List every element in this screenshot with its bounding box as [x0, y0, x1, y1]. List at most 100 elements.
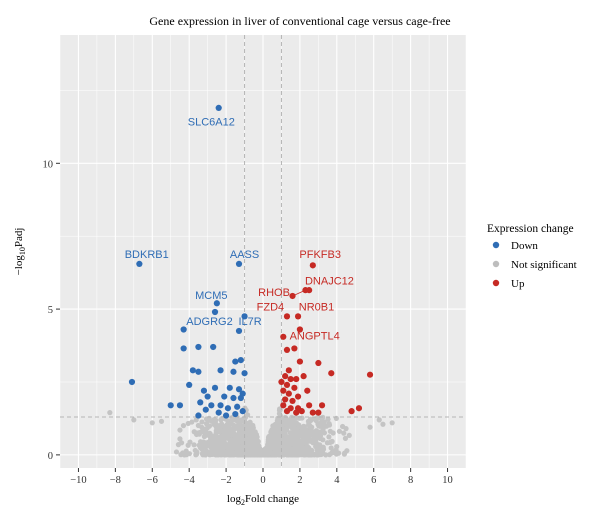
ns-point: [288, 423, 294, 430]
point-down: [211, 308, 219, 316]
ns-point: [173, 449, 180, 455]
ns-point: [336, 428, 343, 434]
ns-point: [279, 416, 285, 422]
ns-point: [197, 439, 204, 445]
gene-labels: SLC6A12 BDKRB1 AASS MCM5 ADGRG2 IL7R PFKFB3 DNA…: [125, 116, 354, 342]
ns-point: [293, 420, 299, 426]
x-tick-label: −6: [147, 475, 158, 486]
ns-point: [192, 447, 198, 454]
ns-point: [207, 432, 213, 438]
point-down: [222, 412, 230, 419]
point-up: [283, 408, 291, 415]
y-tick-label: 5: [48, 305, 53, 316]
ns-point: [226, 422, 232, 428]
ns-point: [247, 421, 253, 427]
point-up: [315, 409, 322, 416]
ns-point: [333, 451, 340, 457]
ns-point: [342, 435, 349, 441]
point-up: [294, 393, 302, 400]
ns-point: [241, 438, 247, 444]
point-up: [296, 326, 304, 333]
x-tick-label: 10: [442, 475, 453, 486]
point-down: [215, 104, 222, 111]
ns-point: [315, 446, 321, 452]
ns-point: [283, 437, 289, 443]
point-up: [287, 375, 294, 383]
ns-point: [260, 451, 266, 457]
point-up: [282, 396, 289, 403]
legend-swatch-down: [492, 241, 500, 249]
ns-point: [271, 439, 278, 445]
point-up: [291, 345, 298, 352]
point-up: [300, 373, 307, 380]
ns-point: [230, 417, 236, 423]
ns-point: [297, 433, 303, 439]
point-down: [210, 343, 217, 351]
gene-label: RHOB: [258, 287, 290, 299]
x-tick-label: 0: [260, 475, 265, 486]
ns-point: [380, 421, 386, 427]
legend-label-down: Down: [511, 240, 538, 252]
point-down: [195, 412, 202, 419]
ns-point: [203, 443, 209, 450]
point-down: [136, 260, 143, 267]
ns-point: [206, 417, 213, 423]
point-up: [328, 370, 335, 377]
ns-point: [330, 430, 336, 436]
point-up: [309, 409, 316, 416]
ns-point: [265, 438, 271, 445]
point-down: [239, 408, 246, 415]
ns-point: [346, 432, 352, 438]
ns-point: [245, 445, 251, 451]
ns-point: [218, 445, 224, 451]
ns-point: [244, 412, 251, 418]
point-down: [235, 260, 243, 267]
point-down: [202, 406, 209, 413]
ns-point: [316, 423, 322, 429]
ns-point: [298, 429, 304, 435]
ns-point: [107, 409, 113, 416]
point-down: [221, 393, 228, 400]
ns-point: [317, 415, 323, 421]
ns-point: [302, 428, 309, 434]
ns-point: [199, 424, 205, 431]
point-down: [232, 358, 239, 365]
ns-point: [341, 430, 347, 436]
point-down: [224, 405, 232, 412]
ns-point: [313, 431, 319, 437]
gene-label: MCM5: [195, 290, 227, 302]
point-up: [304, 387, 311, 394]
point-down: [226, 384, 233, 391]
gene-label: PFKFB3: [299, 249, 341, 261]
legend: Expression change Down Not significant U…: [487, 223, 577, 290]
ns-point: [230, 451, 236, 457]
legend-title: Expression change: [487, 223, 574, 235]
ns-point: [268, 431, 274, 438]
point-down: [186, 381, 193, 388]
ns-point: [343, 426, 349, 432]
ns-point: [389, 420, 395, 426]
ns-point: [298, 440, 305, 446]
point-up: [315, 359, 322, 367]
ns-point: [212, 448, 218, 455]
ns-point: [283, 420, 289, 426]
ns-point: [320, 446, 327, 452]
legend-label-up: Up: [511, 278, 525, 290]
ns-point: [245, 426, 251, 432]
ns-point: [367, 424, 373, 430]
y-axis-label-rest: Padj: [13, 228, 25, 248]
point-down: [230, 368, 237, 375]
point-down: [217, 402, 224, 409]
x-tick-label: −10: [70, 475, 86, 486]
ns-point: [320, 437, 326, 443]
x-axis-label: log2Fold change: [227, 493, 299, 507]
ns-point: [185, 420, 191, 427]
ns-point: [231, 445, 237, 451]
gene-label: ANGPTL4: [290, 331, 340, 343]
ns-point: [212, 433, 218, 440]
point-up: [280, 387, 287, 394]
point-up: [278, 378, 285, 386]
x-tick-label: 6: [371, 475, 376, 486]
ns-point: [276, 439, 283, 445]
